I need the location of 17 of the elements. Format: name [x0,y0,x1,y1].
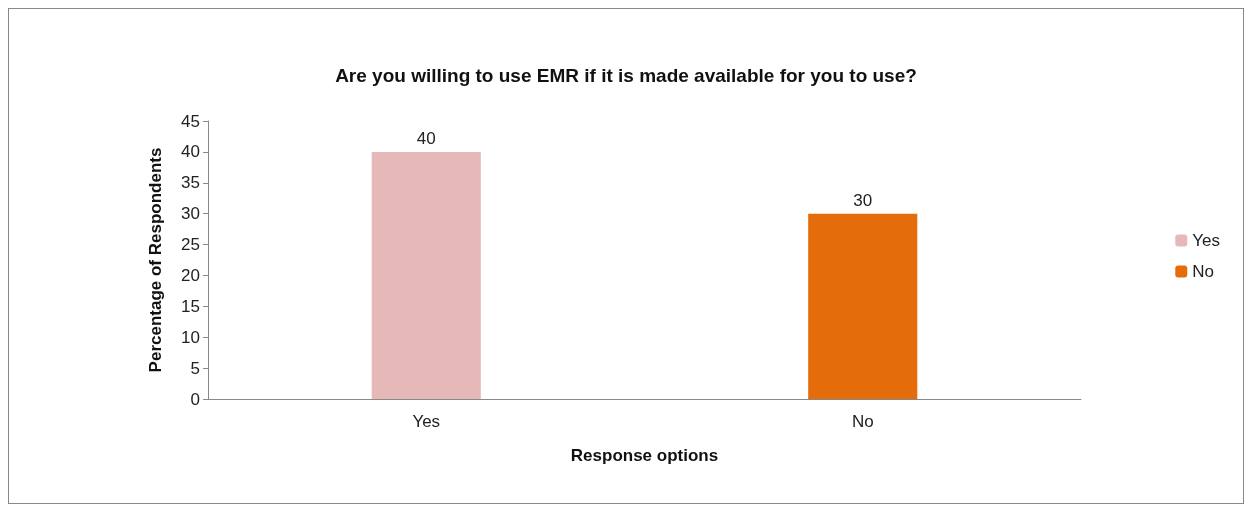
y-tick-label: 45 [181,111,200,131]
y-tick-label: 0 [190,389,200,409]
y-tick-label: 10 [181,327,200,347]
y-tick-label: 5 [190,358,200,378]
y-tick-label: 25 [181,235,200,255]
y-tick-label: 30 [181,204,200,224]
data-label: 40 [416,128,436,148]
x-axis-title: Response options [570,446,719,465]
legend-label: Yes [1192,231,1220,250]
y-axis-title: Percentage of Respondents [146,147,165,373]
y-tick-label: 20 [181,265,200,285]
data-label: 30 [853,190,873,210]
y-tick-label: 40 [181,142,200,162]
legend-label: No [1192,262,1214,281]
y-tick-label: 15 [181,296,200,316]
chart-title: Are you willing to use EMR if it is made available for you to use? [335,65,917,86]
y-tick-label: 35 [181,173,200,193]
